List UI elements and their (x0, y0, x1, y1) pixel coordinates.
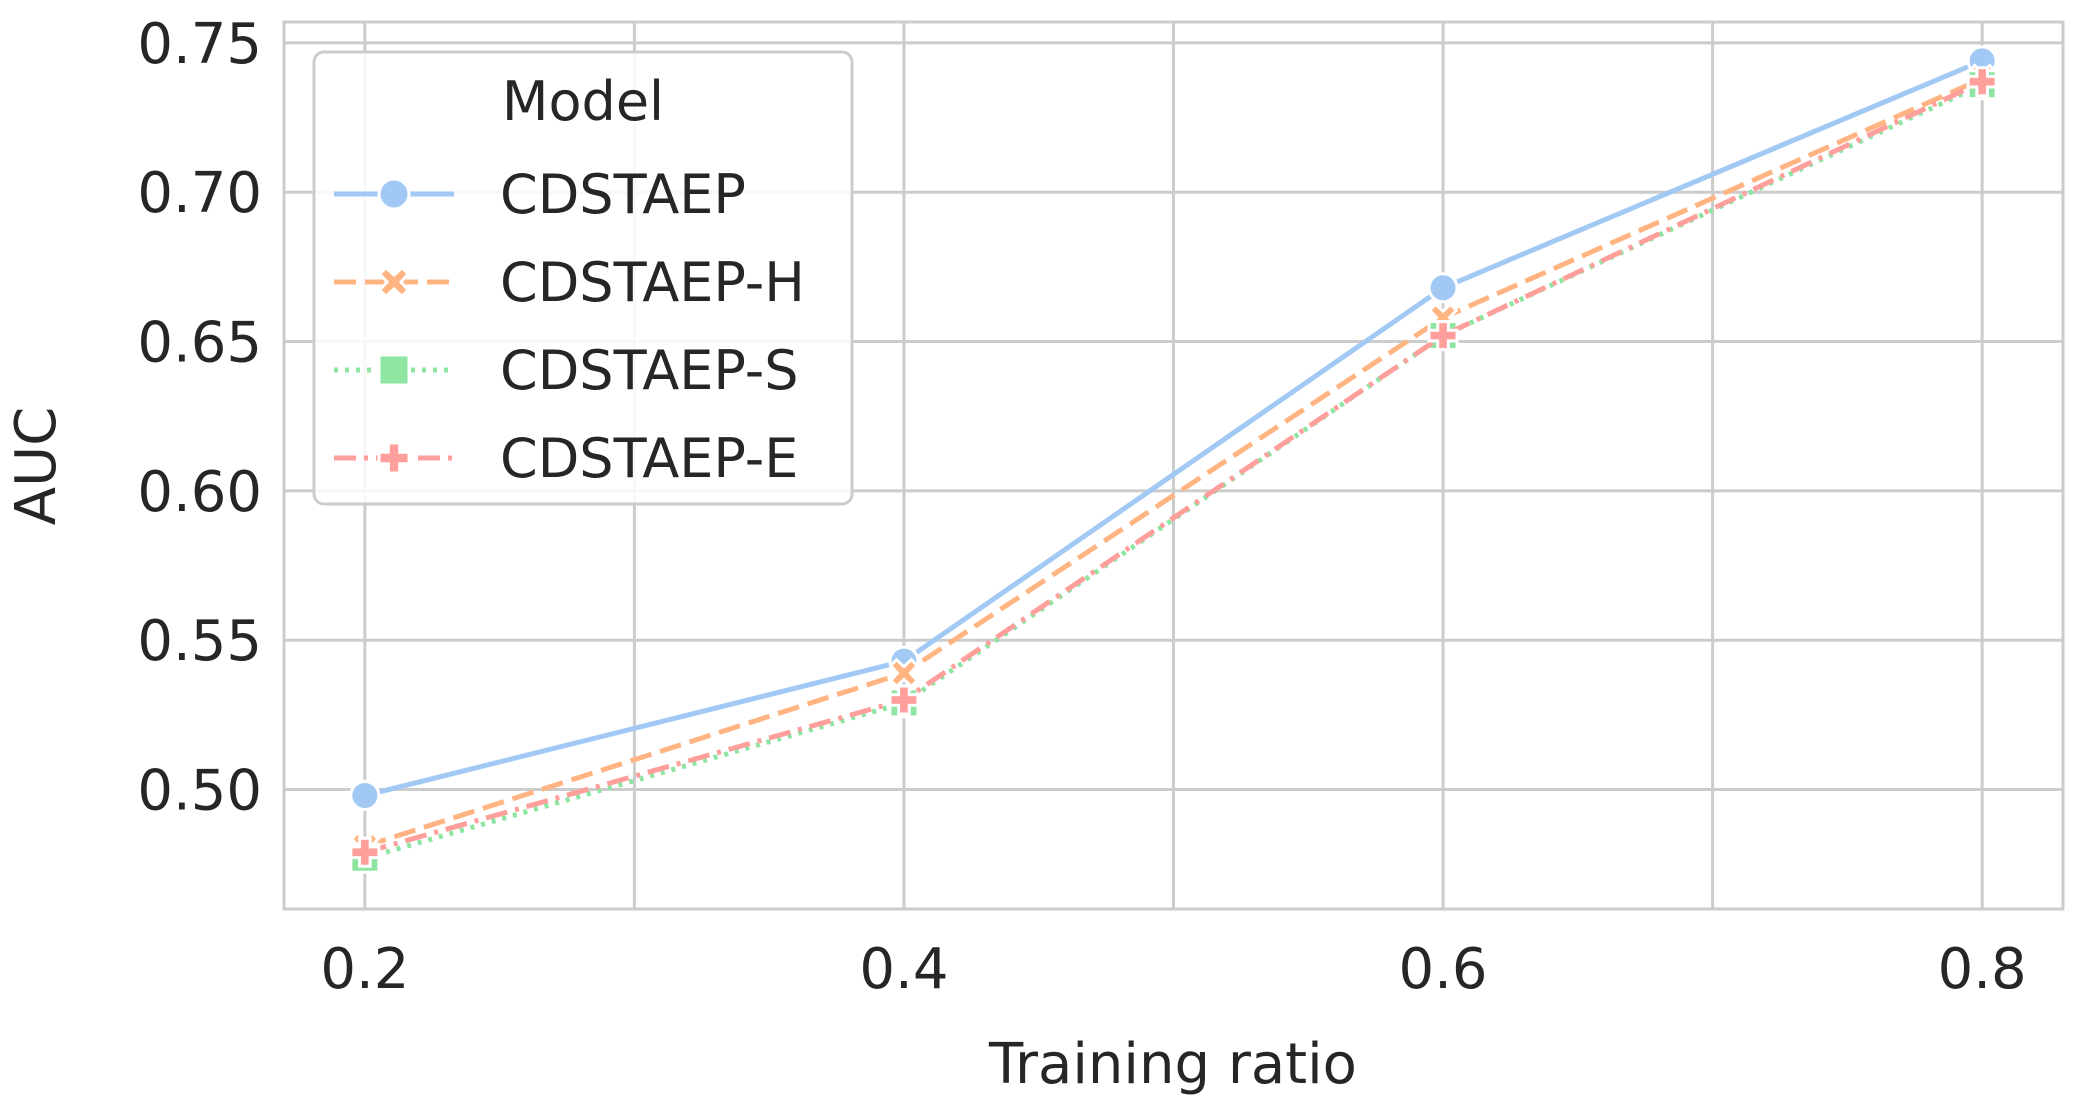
legend-label: CDSTAEP (500, 163, 746, 226)
data-point-cdstaep-e (1427, 320, 1459, 352)
x-tick-label: 0.8 (1938, 937, 2027, 1002)
data-point-cdstaep-e (349, 836, 381, 868)
legend-label: CDSTAEP-S (500, 339, 799, 402)
legend-entries: CDSTAEP CDSTAEP-H CDSTAEP-S CDSTAEP-E (334, 163, 805, 490)
data-point-cdstaep-h (888, 657, 920, 689)
series-layer (349, 45, 1998, 874)
legend-marker-swatch (377, 353, 411, 387)
y-tick-label: 0.70 (137, 161, 262, 226)
legend-marker-swatch (377, 177, 411, 211)
x-axis-label: Training ratio (988, 1032, 1357, 1097)
legend-entry-cdstaep-e: CDSTAEP-E (334, 427, 798, 490)
legend-marker-swatch (377, 265, 411, 299)
y-axis-label: AUC (4, 407, 69, 525)
y-axis-ticks: 0.50 0.55 0.60 0.65 0.70 0.75 (137, 12, 262, 824)
y-tick-label: 0.55 (137, 609, 262, 674)
series-line-cdstaep (364, 58, 1984, 798)
legend-label: CDSTAEP-H (500, 251, 805, 314)
y-tick-label: 0.75 (137, 12, 262, 77)
legend-title: Model (502, 70, 664, 133)
series-cdstaep-e (349, 66, 1998, 868)
y-tick-label: 0.50 (137, 759, 262, 824)
legend-marker-swatch (377, 441, 411, 475)
series-cdstaep (349, 45, 1998, 812)
legend-box (312, 50, 854, 506)
x-tick-label: 0.2 (320, 937, 409, 1002)
data-point-cdstaep (349, 780, 381, 812)
y-tick-label: 0.60 (137, 460, 262, 525)
legend-entry-cdstaep-s: CDSTAEP-S (334, 339, 799, 402)
plot-frame (282, 20, 2065, 911)
data-point-cdstaep (1427, 272, 1459, 304)
data-point-cdstaep-e (1966, 66, 1998, 98)
series-line-cdstaep-s (364, 82, 1984, 861)
x-tick-label: 0.6 (1399, 937, 1488, 1002)
legend-label: CDSTAEP-E (500, 427, 798, 490)
x-tick-label: 0.4 (859, 937, 948, 1002)
y-tick-label: 0.65 (137, 311, 262, 376)
x-axis-ticks: 0.2 0.4 0.6 0.8 (320, 937, 2026, 1002)
legend: Model CDSTAEP CDSTAEP-H CDSTAEP-S CDSTAEP-E (312, 50, 854, 506)
legend-entry-cdstaep: CDSTAEP (334, 163, 746, 226)
series-line-cdstaep-e (364, 79, 1984, 855)
legend-entry-cdstaep-h: CDSTAEP-H (334, 251, 805, 314)
data-point-cdstaep-e (888, 684, 920, 716)
series-line-cdstaep-h (364, 76, 1984, 849)
